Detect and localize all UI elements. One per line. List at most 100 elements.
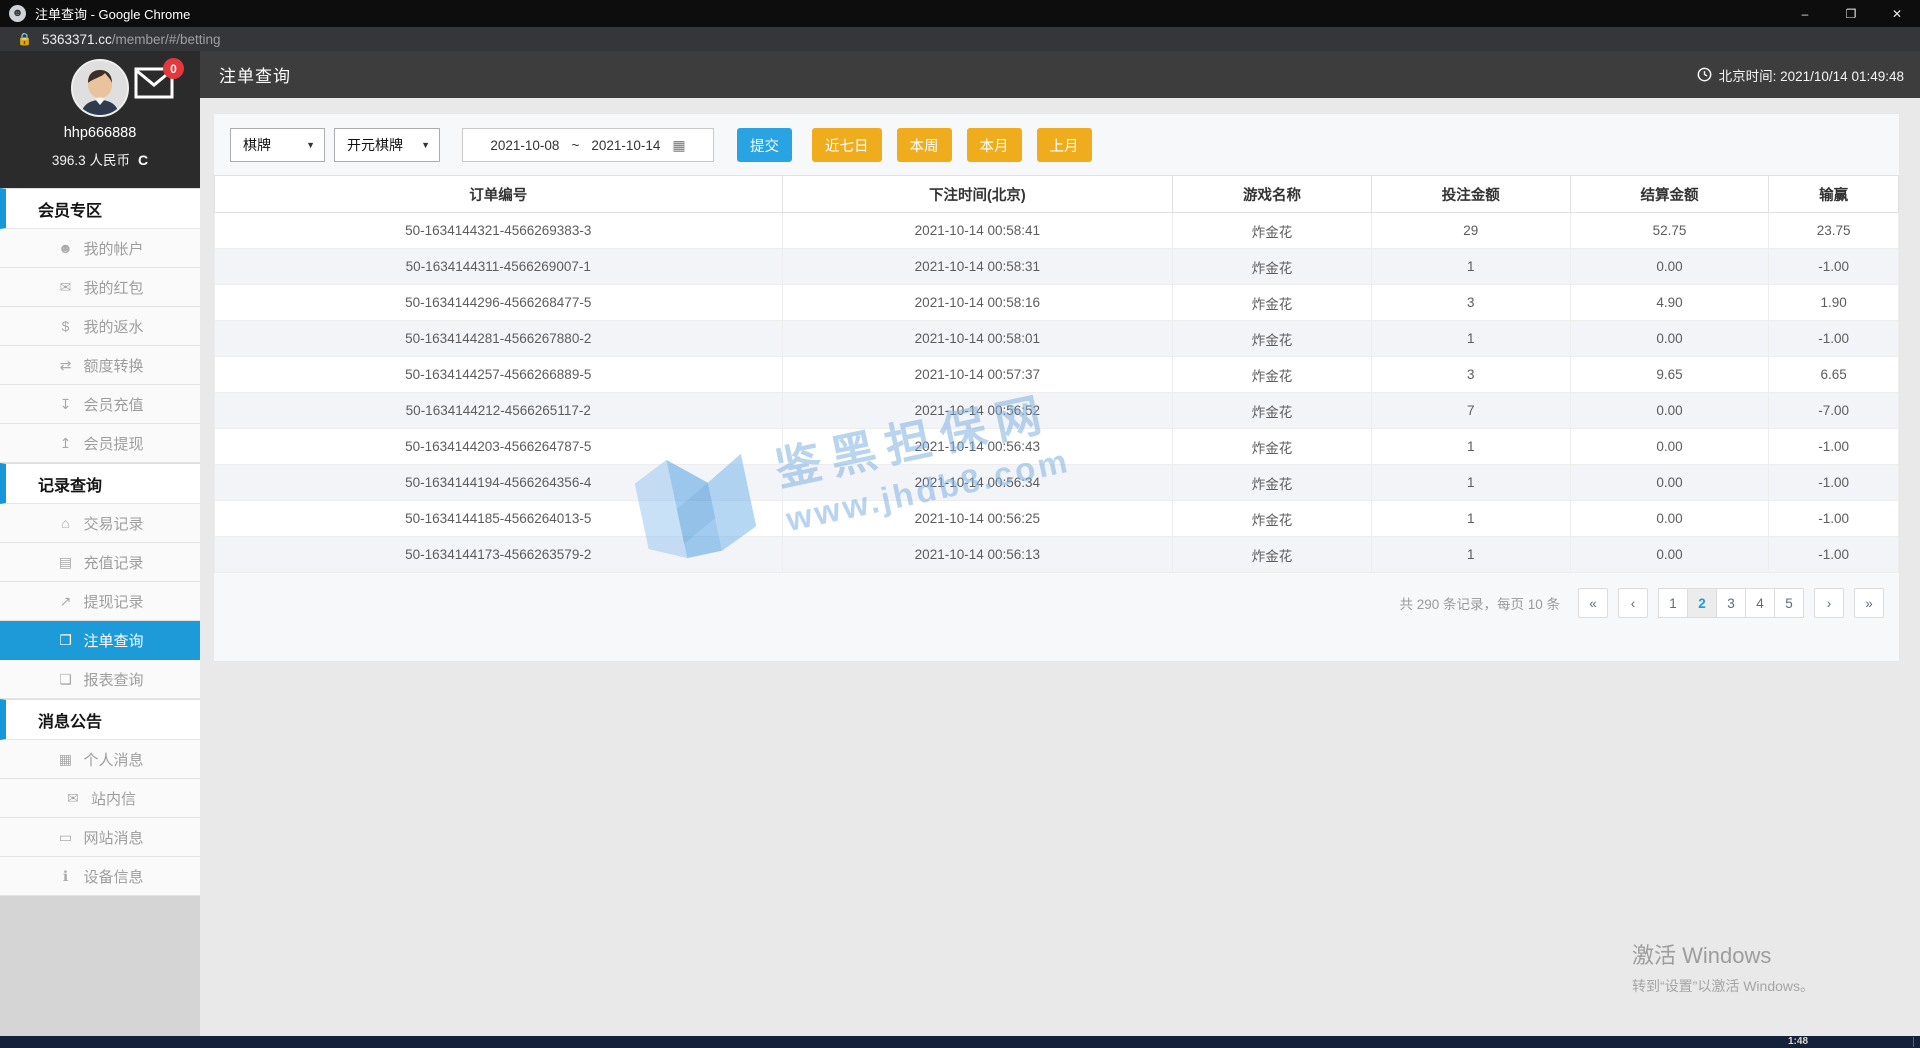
provider-select[interactable]: 开元棋牌 ▼ [334, 128, 440, 162]
pagination-summary: 共 290 条记录，每页 10 条 [1399, 597, 1560, 612]
user-icon: ☻ [58, 240, 73, 256]
sidebar-item-transfer[interactable]: ⇄ 额度转换 [0, 346, 200, 385]
date-to-value: 2021-10-14 [591, 137, 661, 153]
game-name-cell: 炸金花 [1172, 536, 1372, 573]
prev-page-button[interactable]: ‹ [1618, 588, 1648, 618]
calendar-icon: ▦ [672, 136, 686, 153]
sidebar-item-deposit[interactable]: ↧ 会员充值 [0, 385, 200, 424]
first-page-button[interactable]: « [1578, 588, 1608, 618]
address-bar[interactable]: 🔒 5363371.cc /member/#/betting [0, 27, 1920, 51]
sidebar-item-rebate[interactable]: $ 我的返水 [0, 307, 200, 346]
winloss-cell: 23.75 [1768, 212, 1899, 249]
sidebar-item-label: 我的返水 [83, 318, 144, 336]
table-row: 50-1634144281-4566267880-2 2021-10-14 00:… [214, 320, 1899, 357]
lock-icon: 🔒 [17, 32, 32, 46]
thismonth-button[interactable]: 本月 [966, 128, 1022, 162]
card-icon: ▤ [58, 553, 73, 570]
table-row: 50-1634144296-4566268477-5 2021-10-14 00:… [214, 284, 1899, 321]
order-id-cell: 50-1634144321-4566269383-3 [214, 212, 783, 249]
page-button-5[interactable]: 5 [1774, 588, 1804, 618]
winloss-cell: 6.65 [1768, 356, 1899, 393]
bet-amount-cell: 1 [1370, 500, 1571, 537]
settle-amount-cell: 0.00 [1569, 464, 1770, 501]
sidebar-item-report[interactable]: ❏ 报表查询 [0, 660, 200, 699]
game-name-cell: 炸金花 [1172, 428, 1372, 465]
avatar [71, 59, 129, 117]
beijing-time-text: 北京时间: 2021/10/14 01:49:48 [1718, 68, 1904, 84]
col-settle-amount: 结算金额 [1569, 175, 1770, 213]
sidebar-item-label: 会员提现 [83, 435, 144, 453]
sidebar-item-card[interactable]: ▤ 充值记录 [0, 543, 200, 582]
taskbar-sliver: 1:48 [0, 1036, 1920, 1048]
order-id-cell: 50-1634144257-4566266889-5 [214, 356, 783, 393]
lastmonth-button[interactable]: 上月 [1036, 128, 1092, 162]
bet-time-cell: 2021-10-14 00:56:34 [781, 464, 1174, 501]
page-button-2[interactable]: 2 [1687, 588, 1717, 618]
sidebar-item-red-packet[interactable]: ✉ 我的红包 [0, 268, 200, 307]
betting-query-card: 棋牌 ▼ 开元棋牌 ▼ 2021-10-08 ~ 2021-10-14 ▦ 提交 [213, 113, 1900, 662]
quick-filter-group: 近七日 本周 本月 上月 [812, 128, 1092, 162]
filter-bar: 棋牌 ▼ 开元棋牌 ▼ 2021-10-08 ~ 2021-10-14 ▦ 提交 [230, 128, 1883, 162]
game-name-cell: 炸金花 [1172, 464, 1372, 501]
bank-icon: ⌂ [61, 515, 70, 531]
thisweek-button[interactable]: 本周 [896, 128, 952, 162]
bet-time-cell: 2021-10-14 00:58:31 [781, 248, 1174, 285]
sidebar-item-chart[interactable]: ↗ 提现记录 [0, 582, 200, 621]
sidebar-section-title-member: 会员专区 [0, 188, 200, 229]
order-id-cell: 50-1634144194-4566264356-4 [214, 464, 783, 501]
order-id-cell: 50-1634144281-4566267880-2 [214, 320, 783, 357]
sidebar-item-mail[interactable]: ✉ 站内信 [0, 779, 200, 818]
sidebar-item-withdraw[interactable]: ↥ 会员提现 [0, 424, 200, 463]
rebate-icon: $ [61, 318, 70, 334]
table-row: 50-1634144173-4566263579-2 2021-10-14 00:… [214, 536, 1899, 573]
date-range-input[interactable]: 2021-10-08 ~ 2021-10-14 ▦ [462, 128, 714, 162]
sidebar-item-user[interactable]: ☻ 我的帐户 [0, 229, 200, 268]
refresh-icon[interactable]: C [137, 152, 149, 168]
bet-time-cell: 2021-10-14 00:56:43 [781, 428, 1174, 465]
minimize-button[interactable]: – [1801, 6, 1809, 21]
window-title: 注单查询 - Google Chrome [35, 7, 191, 22]
settle-amount-cell: 0.00 [1569, 320, 1770, 357]
close-button[interactable]: ✕ [1891, 6, 1903, 21]
last-page-button[interactable]: » [1854, 588, 1884, 618]
bet-time-cell: 2021-10-14 00:58:01 [781, 320, 1174, 357]
winloss-cell: 1.90 [1768, 284, 1899, 321]
submit-button[interactable]: 提交 [737, 128, 792, 162]
page-button-4[interactable]: 4 [1745, 588, 1775, 618]
col-order-id: 订单编号 [214, 175, 783, 213]
taskbar-clock: 1:48 [1788, 1036, 1809, 1047]
sidebar-item-label: 报表查询 [83, 671, 144, 689]
settle-amount-cell: 0.00 [1569, 428, 1770, 465]
page-button-1[interactable]: 1 [1658, 588, 1688, 618]
restore-button[interactable]: ❐ [1845, 6, 1857, 21]
bet-amount-cell: 3 [1370, 356, 1571, 393]
table-row: 50-1634144212-4566265117-2 2021-10-14 00:… [214, 392, 1899, 429]
bet-time-cell: 2021-10-14 00:58:41 [781, 212, 1174, 249]
bet-amount-cell: 1 [1370, 428, 1571, 465]
winloss-cell: -1.00 [1768, 536, 1899, 573]
sidebar-item-monitor[interactable]: ▭ 网站消息 [0, 818, 200, 857]
page-header: 注单查询 北京时间: 2021/10/14 01:49:48 [200, 51, 1920, 98]
sidebar-item-ticket[interactable]: ❐ 注单查询 [0, 621, 200, 660]
sidebar-item-id-card[interactable]: ▦ 个人消息 [0, 740, 200, 779]
chevron-down-icon: ▼ [306, 140, 315, 150]
mail-button[interactable]: 0 [134, 58, 184, 101]
category-select-value: 棋牌 [243, 137, 271, 153]
order-id-cell: 50-1634144203-4566264787-5 [214, 428, 783, 465]
game-name-cell: 炸金花 [1172, 248, 1372, 285]
id-card-icon: ▦ [58, 750, 73, 767]
sidebar-item-bank[interactable]: ⌂ 交易记录 [0, 504, 200, 543]
game-name-cell: 炸金花 [1172, 284, 1372, 321]
next-page-button[interactable]: › [1814, 588, 1844, 618]
sidebar-item-info[interactable]: ℹ 设备信息 [0, 857, 200, 896]
page-button-3[interactable]: 3 [1716, 588, 1746, 618]
date-from-value: 2021-10-08 [490, 137, 560, 153]
bet-time-cell: 2021-10-14 00:57:37 [781, 356, 1174, 393]
last7days-button[interactable]: 近七日 [812, 128, 882, 162]
category-select[interactable]: 棋牌 ▼ [230, 128, 325, 162]
window-favicon-icon: ☻ [9, 5, 26, 22]
table-row: 50-1634144321-4566269383-3 2021-10-14 00:… [214, 212, 1899, 249]
windows-activation-subtitle: 转到“设置”以激活 Windows。 [1632, 978, 1815, 994]
